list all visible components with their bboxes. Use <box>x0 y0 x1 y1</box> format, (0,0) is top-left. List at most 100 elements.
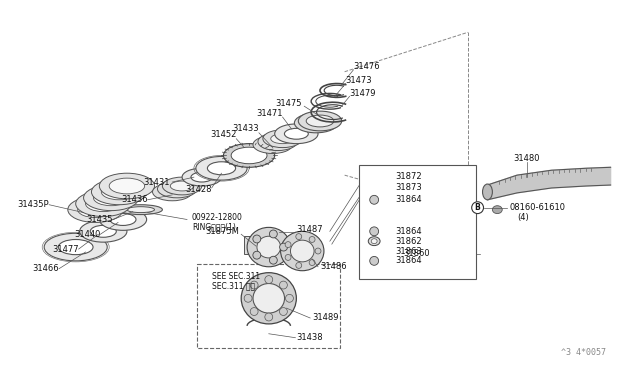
Ellipse shape <box>119 205 163 215</box>
Circle shape <box>472 202 484 214</box>
Text: RINGリング(1): RINGリング(1) <box>192 222 236 231</box>
Text: 31873: 31873 <box>395 183 422 192</box>
Ellipse shape <box>266 137 289 147</box>
Ellipse shape <box>207 162 236 175</box>
Ellipse shape <box>68 197 123 222</box>
Circle shape <box>296 234 301 240</box>
Text: 31475: 31475 <box>276 99 302 108</box>
Circle shape <box>315 248 321 254</box>
Ellipse shape <box>99 209 147 230</box>
Circle shape <box>269 230 277 238</box>
Ellipse shape <box>182 168 221 186</box>
Text: 31433: 31433 <box>232 124 259 134</box>
Text: 31862: 31862 <box>395 237 422 246</box>
Ellipse shape <box>261 140 285 150</box>
Ellipse shape <box>257 236 280 258</box>
Text: SEE SEC.311: SEE SEC.311 <box>212 272 260 281</box>
Ellipse shape <box>77 202 113 218</box>
Ellipse shape <box>92 179 147 205</box>
Circle shape <box>265 276 273 283</box>
Text: 31863: 31863 <box>395 247 422 256</box>
Text: B: B <box>475 203 481 212</box>
Ellipse shape <box>298 111 342 131</box>
Ellipse shape <box>93 190 129 206</box>
Circle shape <box>265 313 273 321</box>
Circle shape <box>250 281 258 289</box>
Ellipse shape <box>231 147 267 164</box>
Circle shape <box>296 263 301 268</box>
Ellipse shape <box>152 183 192 201</box>
Circle shape <box>285 254 291 260</box>
Ellipse shape <box>271 134 294 144</box>
Text: 31479: 31479 <box>349 89 376 98</box>
Circle shape <box>285 242 291 247</box>
Circle shape <box>250 308 258 315</box>
Ellipse shape <box>79 221 127 242</box>
Text: 31440: 31440 <box>74 230 100 239</box>
Text: SEC.311 参照: SEC.311 参照 <box>212 281 255 290</box>
Text: 08160-61610: 08160-61610 <box>509 203 565 212</box>
Ellipse shape <box>84 185 139 211</box>
Ellipse shape <box>263 130 302 148</box>
Ellipse shape <box>291 240 314 262</box>
Ellipse shape <box>247 227 291 267</box>
Ellipse shape <box>483 184 492 200</box>
Text: 31864: 31864 <box>395 227 422 236</box>
Circle shape <box>244 294 252 302</box>
Ellipse shape <box>76 191 131 217</box>
Text: 31435P: 31435P <box>17 200 49 209</box>
Text: 31452: 31452 <box>210 130 236 139</box>
Circle shape <box>309 237 315 243</box>
Ellipse shape <box>302 117 330 129</box>
Text: 31466: 31466 <box>33 264 59 273</box>
Ellipse shape <box>253 283 285 313</box>
Circle shape <box>280 243 287 251</box>
Text: 31875M: 31875M <box>205 227 239 236</box>
Ellipse shape <box>110 214 136 225</box>
Text: 31872: 31872 <box>395 171 422 181</box>
Text: 31476: 31476 <box>353 62 380 71</box>
Bar <box>244 236 256 254</box>
Ellipse shape <box>109 178 145 194</box>
Ellipse shape <box>44 233 108 261</box>
Text: 31473: 31473 <box>346 76 372 85</box>
Text: 31864: 31864 <box>395 195 422 204</box>
Circle shape <box>370 256 379 265</box>
Ellipse shape <box>165 184 189 194</box>
Text: 31489: 31489 <box>312 314 339 323</box>
Circle shape <box>253 235 260 243</box>
Ellipse shape <box>58 240 93 255</box>
Text: 31487: 31487 <box>296 225 323 234</box>
Bar <box>197 264 340 347</box>
Text: 31435: 31435 <box>86 215 113 224</box>
Ellipse shape <box>280 231 324 271</box>
Ellipse shape <box>253 136 292 154</box>
Ellipse shape <box>492 206 502 214</box>
Text: 00922-12800: 00922-12800 <box>192 213 243 222</box>
Text: 31471: 31471 <box>256 109 283 118</box>
Circle shape <box>253 251 260 259</box>
Text: 31438: 31438 <box>296 333 323 342</box>
Circle shape <box>370 227 379 236</box>
Text: 31428: 31428 <box>185 185 212 195</box>
Ellipse shape <box>371 239 377 244</box>
Text: ^3 4*0057: ^3 4*0057 <box>561 349 606 357</box>
Ellipse shape <box>127 207 154 212</box>
Ellipse shape <box>86 196 121 212</box>
Ellipse shape <box>275 124 318 144</box>
Circle shape <box>269 256 277 264</box>
Ellipse shape <box>191 172 212 182</box>
Ellipse shape <box>306 115 334 127</box>
Circle shape <box>280 281 287 289</box>
Text: 31480: 31480 <box>514 154 540 163</box>
Ellipse shape <box>101 184 137 200</box>
Ellipse shape <box>157 180 197 198</box>
Polygon shape <box>488 167 611 200</box>
Ellipse shape <box>196 157 247 180</box>
Ellipse shape <box>99 173 154 199</box>
Text: 31860: 31860 <box>404 250 430 259</box>
Text: 31864: 31864 <box>395 256 422 265</box>
Ellipse shape <box>161 187 184 197</box>
Circle shape <box>309 260 315 266</box>
Bar <box>360 165 476 279</box>
